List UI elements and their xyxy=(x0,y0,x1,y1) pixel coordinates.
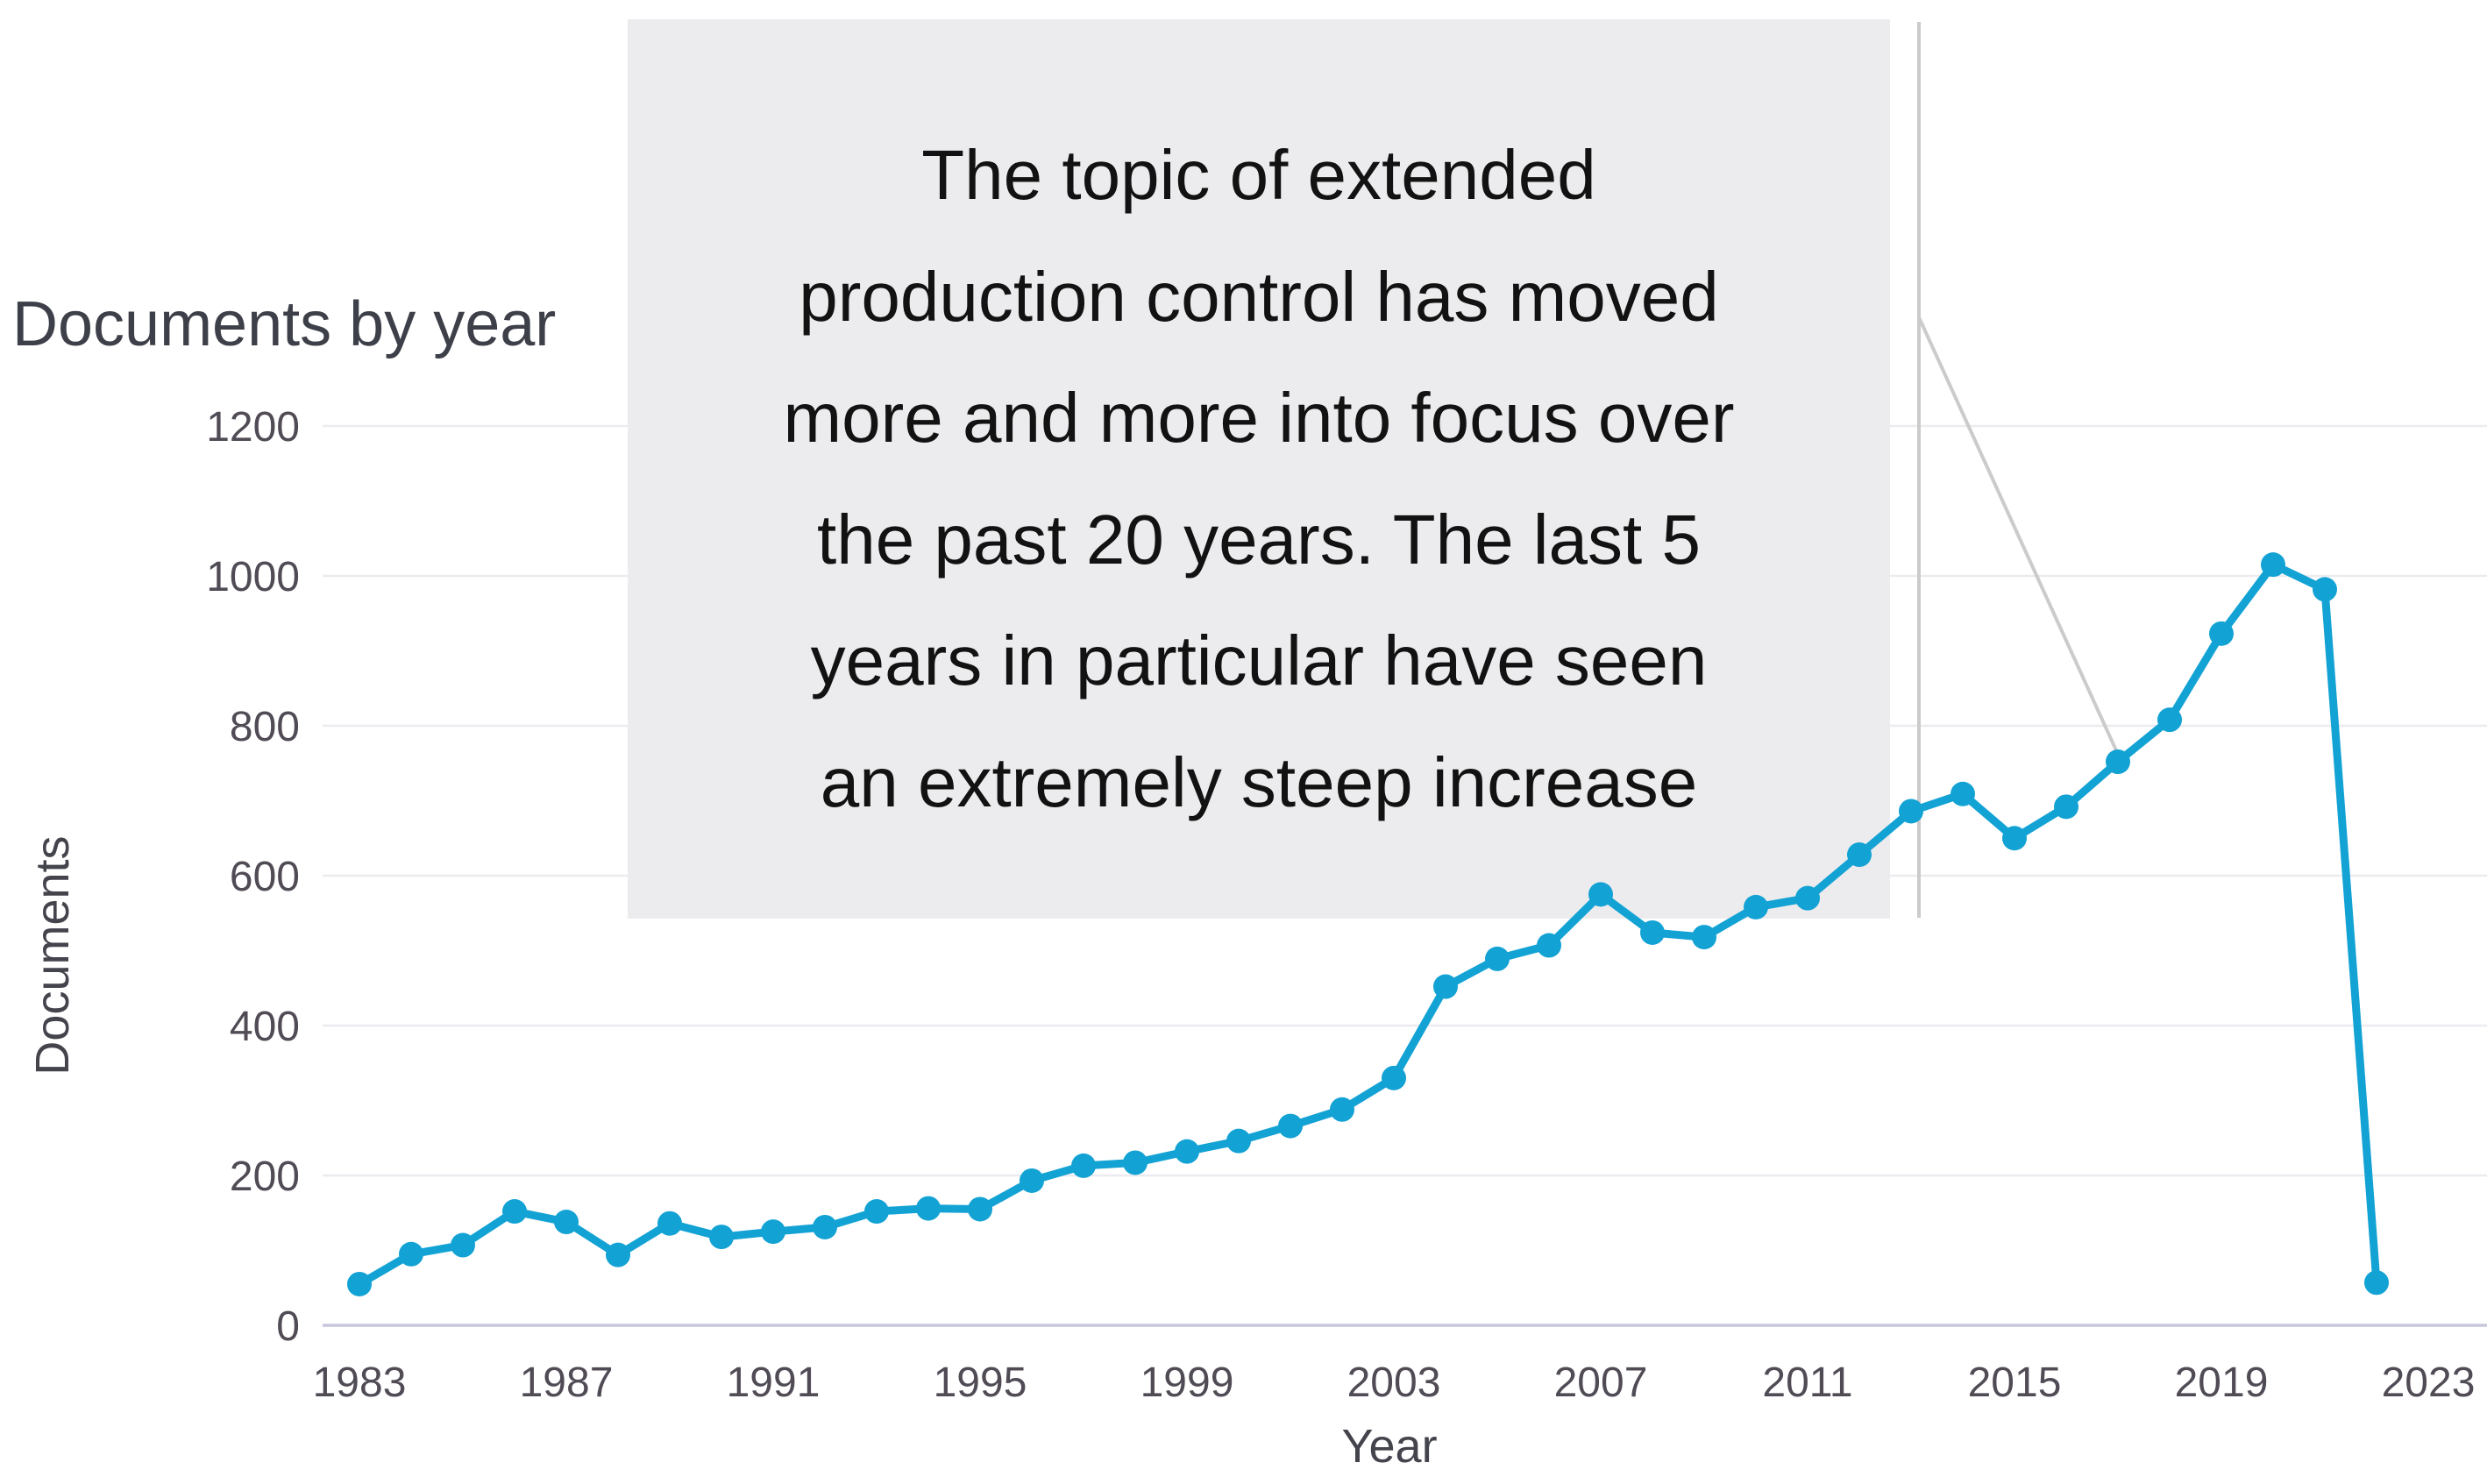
data-point xyxy=(1433,974,1458,999)
data-point xyxy=(1951,781,1975,806)
y-tick-label: 400 xyxy=(230,1004,300,1050)
annotation-box xyxy=(628,19,1890,919)
data-point xyxy=(502,1199,527,1225)
data-point xyxy=(657,1211,682,1236)
data-point xyxy=(1485,946,1510,971)
annotation-text-line: The topic of extended xyxy=(921,136,1595,214)
data-point xyxy=(2157,707,2182,733)
data-point xyxy=(1640,920,1665,945)
data-point xyxy=(1537,933,1561,958)
data-point xyxy=(2261,552,2285,578)
annotation-text-line: the past 20 years. The last 5 xyxy=(817,501,1701,579)
data-point xyxy=(2313,577,2337,602)
data-point xyxy=(1123,1150,1148,1175)
data-point xyxy=(761,1219,785,1245)
x-tick-label: 1987 xyxy=(520,1360,614,1406)
data-point xyxy=(1382,1065,1406,1090)
data-point xyxy=(451,1232,475,1258)
data-point xyxy=(1226,1128,1251,1154)
data-point xyxy=(554,1210,579,1235)
data-line xyxy=(355,560,2381,1289)
callout-diagonal-line xyxy=(1917,316,2122,761)
x-tick-label: 1995 xyxy=(934,1360,1027,1406)
data-point xyxy=(916,1196,941,1221)
data-point xyxy=(2002,826,2027,851)
data-point xyxy=(606,1242,630,1267)
x-tick-label: 2007 xyxy=(1554,1360,1648,1406)
data-point xyxy=(1330,1097,1354,1122)
data-point xyxy=(2106,749,2130,775)
data-point xyxy=(1899,799,1923,824)
x-tick-label: 2011 xyxy=(1762,1360,1852,1406)
y-axis-title: Documents xyxy=(26,835,79,1075)
data-point xyxy=(2209,621,2234,646)
data-point xyxy=(1692,925,1716,950)
data-point xyxy=(2364,1270,2389,1296)
x-tick-label: 1991 xyxy=(727,1360,821,1406)
data-point xyxy=(1071,1153,1096,1178)
annotation-text-line: years in particular have seen xyxy=(811,621,1708,699)
data-point xyxy=(968,1196,992,1222)
data-point xyxy=(1847,842,1872,868)
data-point xyxy=(1588,882,1613,907)
x-tick-label: 1999 xyxy=(1140,1360,1234,1406)
data-point xyxy=(709,1225,734,1250)
annotation-text-line: an extremely steep increase xyxy=(821,743,1698,821)
y-tick-label: 800 xyxy=(230,704,300,750)
x-axis-title: Year xyxy=(1341,1420,1437,1473)
y-tick-label: 200 xyxy=(230,1154,300,1200)
x-tick-label: 2023 xyxy=(2382,1360,2476,1406)
x-tick-label: 1983 xyxy=(313,1360,407,1406)
y-tick-label: 1200 xyxy=(206,404,300,451)
data-point xyxy=(1744,894,1768,920)
data-point xyxy=(1795,885,1820,911)
annotation-text-line: more and more into focus over xyxy=(784,379,1735,457)
data-point xyxy=(399,1241,423,1267)
data-point xyxy=(1175,1139,1199,1164)
data-point xyxy=(813,1214,837,1239)
x-tick-label: 2003 xyxy=(1347,1360,1441,1406)
data-point xyxy=(1278,1113,1303,1139)
data-point xyxy=(1020,1168,1044,1193)
data-point xyxy=(2054,794,2078,820)
annotation-text-line: production control has moved xyxy=(799,258,1719,336)
x-tick-label: 2015 xyxy=(1968,1360,2062,1406)
y-tick-label: 1000 xyxy=(206,554,300,600)
x-tick-label: 2019 xyxy=(2175,1360,2269,1406)
data-point xyxy=(347,1271,372,1296)
chart-title: Documents by year xyxy=(12,289,556,359)
y-tick-label: 0 xyxy=(276,1303,300,1350)
data-point xyxy=(864,1199,889,1225)
y-tick-label: 600 xyxy=(230,854,300,900)
